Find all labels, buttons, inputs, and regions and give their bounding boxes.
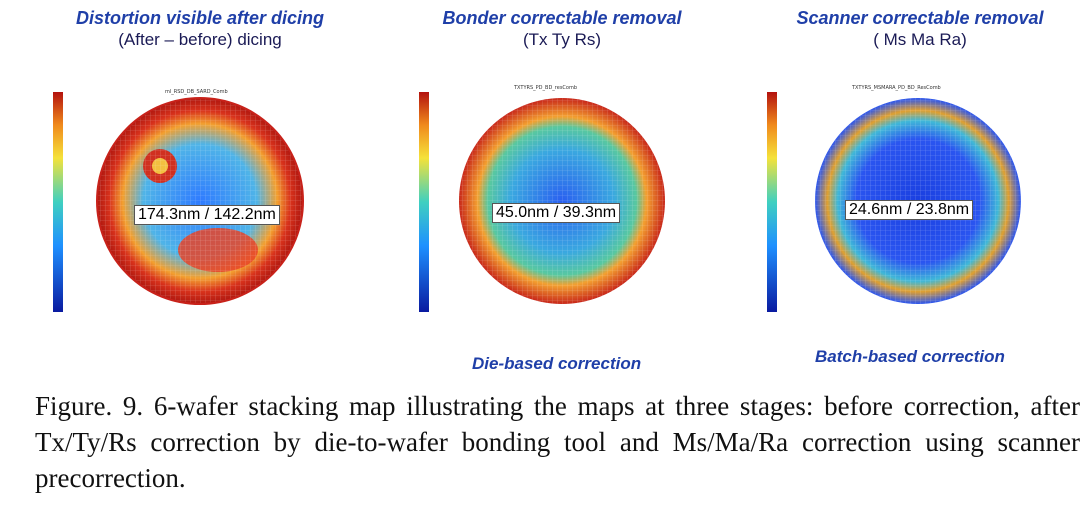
panel-before-correction: Distortion visible after dicing (After –… xyxy=(40,0,360,380)
map-title: TXTYRS_MSMARA_PD_BD_ResComb xyxy=(851,85,941,91)
colorbar xyxy=(53,92,63,312)
map-title: TXTYRS_PD_BD_resComb xyxy=(513,85,577,91)
panel-subtitle: (After – before) dicing xyxy=(118,30,282,49)
colorbar xyxy=(767,92,777,312)
panel-scanner-correction: Scanner correctable removal ( Ms Ma Ra) … xyxy=(760,0,1080,380)
panel-subtitle: ( Ms Ma Ra) xyxy=(873,30,967,49)
wafer-map-scanner: TXTYRS_MSMARA_PD_BD_ResComb xyxy=(767,85,1021,312)
batch-based-label: Batch-based correction xyxy=(815,347,1005,366)
panel-title: Distortion visible after dicing xyxy=(75,8,325,28)
wafer-map-bonder: TXTYRS_PD_BD_resComb xyxy=(419,85,665,312)
overlay-value: 45.0nm / 39.3nm xyxy=(492,203,621,223)
panel-subtitle: (Tx Ty Rs) xyxy=(522,30,602,49)
panel-title: Bonder correctable removal xyxy=(442,8,682,28)
map-title: ml_RSD_DB_SARD_Comb xyxy=(165,89,228,95)
die-based-label: Die-based correction xyxy=(472,354,642,373)
colorbar xyxy=(419,92,429,312)
figure-caption: Figure. 9. 6-wafer stacking map illustra… xyxy=(35,391,1080,493)
panel-title: Scanner correctable removal xyxy=(796,8,1044,28)
overlay-value: 24.6nm / 23.8nm xyxy=(845,200,974,220)
wafer-map-before: ml_RSD_DB_SARD_Comb xyxy=(53,89,304,312)
panel-bonder-correction: Bonder correctable removal (Tx Ty Rs) TX… xyxy=(402,0,722,380)
overlay-value: 174.3nm / 142.2nm xyxy=(134,205,280,225)
